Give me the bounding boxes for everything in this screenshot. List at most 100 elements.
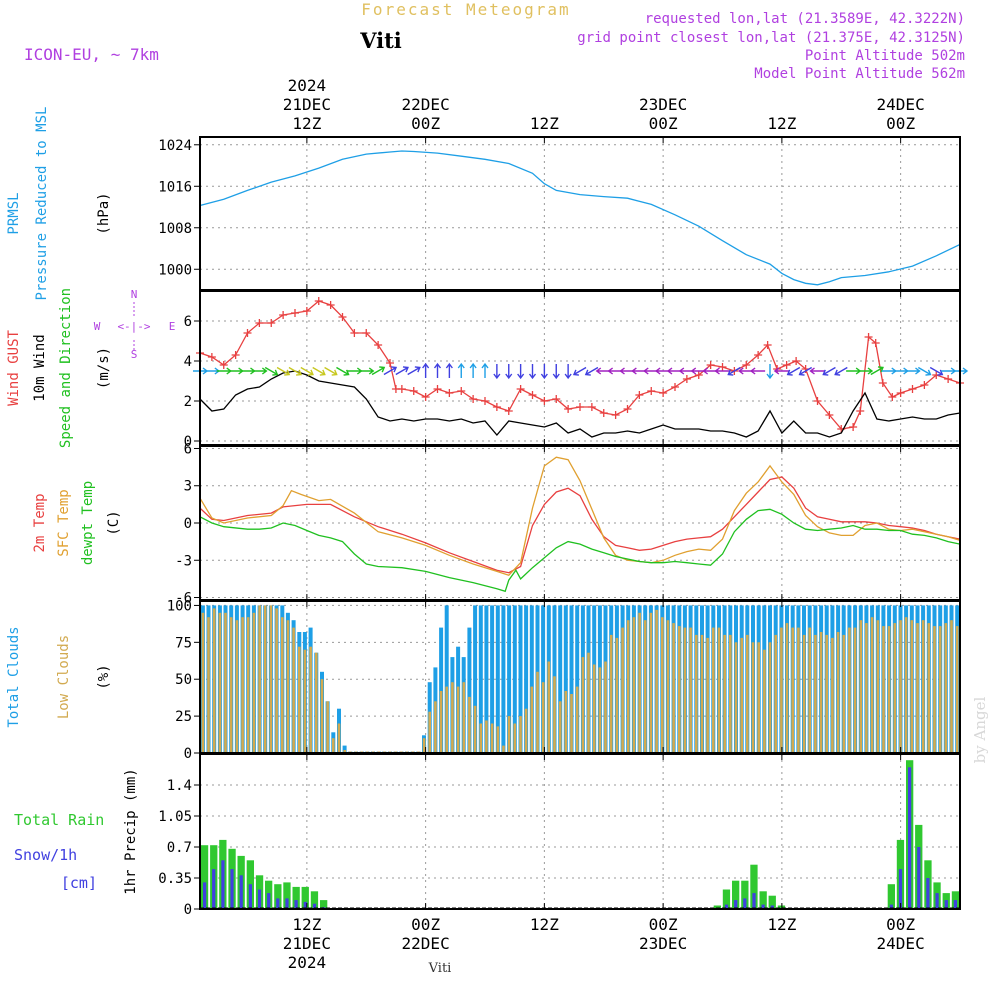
gust-marker (219, 361, 228, 369)
bottom-tick-label: 24DEC (877, 934, 925, 953)
series-line-2m-temp (199, 476, 961, 574)
panel-precip: 0 0.35 0.7 1.05 1.4 Total Rain Snow/1h [cm] 1hr … (14, 753, 961, 918)
low-cloud-bar (218, 612, 222, 753)
wind-direction-arrow (786, 366, 801, 376)
total-cloud-bar (507, 605, 512, 753)
bottom-tick-label: 00Z (411, 915, 440, 934)
low-cloud-bar (950, 620, 953, 753)
wind-direction-arrow (336, 366, 350, 376)
low-cloud-bar (780, 627, 783, 753)
wind-direction-arrow (288, 366, 303, 376)
snow-bar (312, 903, 317, 909)
compass-legend: N W E <-|-> S (94, 288, 176, 361)
top-tick-label: 00Z (886, 114, 915, 133)
wind-direction-arrow (540, 364, 548, 380)
low-cloud-bar (661, 617, 664, 753)
ytick-label: 3 (184, 479, 192, 495)
wind-direction-arrow (714, 367, 730, 375)
low-cloud-bar (422, 738, 426, 753)
low-cloud-bar (621, 627, 624, 753)
gust-marker (397, 385, 406, 393)
precip-legend: Total Rain (14, 811, 104, 829)
gust-marker (469, 395, 478, 403)
snow-bar (276, 898, 280, 909)
low-cloud-bar (434, 701, 437, 753)
snow-bar (752, 893, 756, 909)
gust-marker (445, 389, 454, 397)
low-cloud-bar (332, 738, 335, 753)
ytick-label: -3 (175, 553, 192, 569)
low-cloud-bar (281, 617, 284, 753)
wind-direction-arrow (252, 367, 268, 375)
low-cloud-bar (604, 661, 607, 753)
low-cloud-bar (649, 612, 653, 753)
low-cloud-bar (269, 605, 273, 753)
ytick-label: -6 (175, 591, 192, 607)
low-cloud-bar (252, 612, 256, 753)
low-cloud-bar (802, 634, 806, 753)
gust-marker (635, 391, 644, 399)
gust-marker (267, 319, 276, 327)
gust-marker (540, 397, 549, 405)
series-line-prmsl (199, 150, 961, 286)
total-cloud-bar (444, 605, 449, 753)
ytick-label: 1008 (158, 221, 192, 237)
snow-bar (203, 882, 207, 909)
gust-marker (694, 371, 703, 379)
gust-marker (825, 411, 834, 419)
low-cloud-bar (678, 626, 681, 753)
ytick-label: 0 (184, 516, 192, 532)
low-cloud-bar (899, 620, 902, 753)
top-tick-label: 12Z (530, 114, 559, 133)
snow-bar (221, 860, 225, 909)
ytick-label: 0 (184, 902, 192, 918)
low-cloud-bar (836, 632, 840, 753)
gust-marker (871, 339, 880, 347)
wind-direction-arrow (798, 366, 813, 376)
gust-marker (878, 379, 887, 387)
low-cloud-bar (286, 620, 290, 753)
low-cloud-bar (814, 634, 817, 753)
low-cloud-bar (683, 627, 687, 753)
low-cloud-bar (916, 623, 919, 753)
gust-marker (481, 397, 489, 405)
bottom-tick-label: 22DEC (402, 934, 450, 953)
footer-location: Viti (428, 961, 452, 976)
gust-marker (856, 407, 865, 415)
wind-direction-arrow (395, 366, 409, 376)
top-tick-label: 21DEC (283, 95, 331, 114)
low-cloud-bar (241, 617, 244, 753)
top-tick-label: 12Z (292, 114, 321, 133)
snow-bar (917, 847, 921, 909)
snow-bar (761, 904, 765, 909)
low-cloud-bar (933, 626, 936, 753)
wind-direction-arrow (528, 364, 537, 380)
wind-direction-arrow (572, 366, 587, 376)
low-cloud-bar (757, 642, 760, 753)
ytick-label: 100 (167, 598, 192, 614)
axis-label: Pressure Reduced to MSL (34, 107, 50, 301)
rain-bar (722, 889, 731, 909)
low-cloud-bar (547, 661, 551, 753)
gust-marker (279, 311, 288, 319)
gust-marker (255, 319, 264, 327)
low-cloud-bar (774, 634, 777, 753)
top-tick-label: 22DEC (402, 95, 450, 114)
low-cloud-bar (303, 649, 307, 753)
bottom-tick-label: 23DEC (639, 934, 687, 953)
low-cloud-bar (751, 642, 755, 753)
low-cloud-bar (462, 682, 466, 753)
low-cloud-bar (212, 608, 216, 753)
unit-label: 1hr Precip (mm) (123, 768, 139, 894)
gust-marker (659, 389, 668, 397)
low-cloud-bar (229, 617, 233, 753)
rain-bar (283, 882, 291, 909)
top-tick-label: 12Z (767, 114, 796, 133)
top-tick-label: 24DEC (877, 95, 925, 114)
bottom-tick-label: 21DEC (283, 934, 331, 953)
gust-marker (326, 301, 335, 309)
gust-marker (243, 329, 252, 337)
top-tick-label: 2024 (288, 76, 327, 95)
snow-bar (935, 893, 939, 909)
gust-marker (564, 405, 573, 413)
